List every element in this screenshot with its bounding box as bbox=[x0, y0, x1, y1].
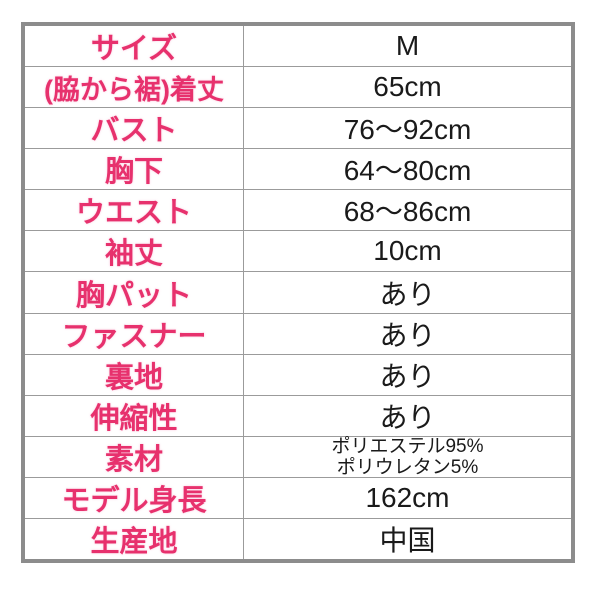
row-label: サイズ bbox=[25, 26, 244, 67]
table-row-waist: ウエスト 68〜86cm bbox=[25, 189, 571, 231]
material-line-1: ポリエステル95% bbox=[331, 435, 484, 457]
table-row-lining: 裏地 あり bbox=[25, 353, 571, 395]
row-label: 生産地 bbox=[25, 518, 244, 560]
row-value: あり bbox=[379, 401, 436, 433]
row-label: 裏地 bbox=[25, 354, 244, 395]
row-label: ファスナー bbox=[25, 313, 244, 354]
row-value: あり bbox=[379, 278, 436, 310]
table-row-bust: バスト 76〜92cm bbox=[25, 107, 571, 149]
table-row-chest-pad: 胸パット あり bbox=[25, 271, 571, 313]
table-row-length: (脇から裾)着丈 65cm bbox=[25, 66, 571, 108]
table-row-origin: 生産地 中国 bbox=[25, 517, 571, 560]
row-value: 10cm bbox=[373, 235, 442, 267]
material-line-2: ポリウレタン5% bbox=[336, 456, 479, 478]
row-label: 素材 bbox=[25, 436, 244, 477]
size-chart-table: サイズ M (脇から裾)着丈 65cm バスト 76〜92cm 胸下 64〜80… bbox=[21, 22, 575, 563]
table-row-sleeve: 袖丈 10cm bbox=[25, 230, 571, 272]
table-row-model-height: モデル身長 162cm bbox=[25, 476, 571, 518]
row-value: 162cm bbox=[365, 481, 450, 513]
table-row-size: サイズ M bbox=[25, 26, 571, 67]
row-label: 袖丈 bbox=[25, 231, 244, 272]
row-label: (脇から裾)着丈 bbox=[25, 67, 244, 108]
table-row-fastener: ファスナー あり bbox=[25, 312, 571, 354]
row-value: ポリエステル95% ポリウレタン5% bbox=[244, 435, 571, 478]
row-value: 64〜80cm bbox=[343, 155, 472, 187]
row-value: 中国 bbox=[379, 524, 436, 556]
row-value: 68〜86cm bbox=[343, 196, 472, 228]
row-label: 伸縮性 bbox=[25, 395, 244, 436]
row-label: モデル身長 bbox=[25, 477, 244, 518]
row-label: 胸パット bbox=[25, 272, 244, 313]
row-value: あり bbox=[379, 360, 436, 392]
table-row-material: 素材 ポリエステル95% ポリウレタン5% bbox=[25, 435, 571, 478]
row-label: 胸下 bbox=[25, 149, 244, 190]
table-row-underbust: 胸下 64〜80cm bbox=[25, 148, 571, 190]
row-value: あり bbox=[379, 319, 436, 351]
table-row-stretch: 伸縮性 あり bbox=[25, 394, 571, 436]
row-value: M bbox=[395, 30, 420, 62]
row-label: バスト bbox=[25, 108, 244, 149]
row-value: 76〜92cm bbox=[343, 114, 472, 146]
row-label: ウエスト bbox=[25, 190, 244, 231]
row-value: 65cm bbox=[373, 71, 442, 103]
